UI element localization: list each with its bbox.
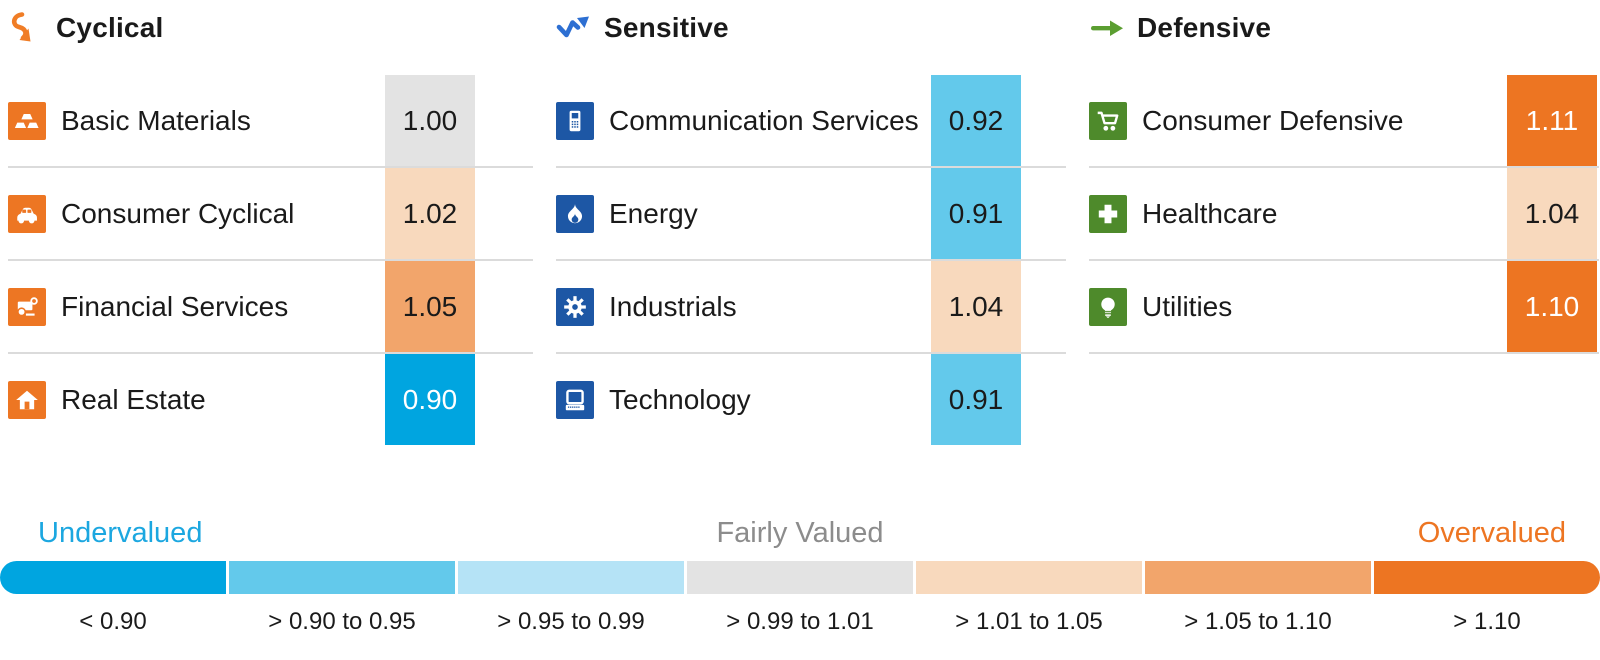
- sector-label: Industrials: [609, 290, 737, 322]
- table-row-technology: Technology 0.91: [556, 354, 1066, 445]
- sector-label: Technology: [609, 383, 751, 415]
- sector-label: Communication Services: [609, 104, 919, 136]
- value-cell: 1.05: [385, 261, 475, 352]
- fairly-valued-label: Fairly Valued: [716, 517, 884, 549]
- legend-segment: < 0.90: [0, 561, 226, 636]
- table-row-utilities: Utilities 1.10: [1089, 261, 1599, 354]
- valuation-legend: Undervalued Fairly Valued Overvalued < 0…: [0, 517, 1600, 636]
- legend-range-label: > 1.05 to 1.10: [1184, 608, 1332, 635]
- table-row-consumer-cyclical: Consumer Cyclical 1.02: [8, 168, 533, 261]
- legend-range-label: > 0.95 to 0.99: [497, 608, 645, 635]
- consumer-defensive-icon: [1089, 101, 1127, 140]
- value-cell: 1.04: [931, 261, 1021, 352]
- sensitive-header: Sensitive: [556, 0, 1066, 75]
- legend-swatch: [1374, 561, 1600, 594]
- financial-services-icon: [8, 287, 46, 326]
- legend-segment: > 1.01 to 1.05: [916, 561, 1142, 636]
- legend-segment: > 0.95 to 0.99: [458, 561, 684, 636]
- value-cell: 1.00: [385, 75, 475, 166]
- cyclical-column: Cyclical Basic Materials 1.00: [0, 0, 533, 445]
- industrials-icon: [556, 287, 594, 326]
- utilities-icon: [1089, 287, 1127, 326]
- legend-swatch: [458, 561, 684, 594]
- table-row-healthcare: Healthcare 1.04: [1089, 168, 1599, 261]
- sector-label: Basic Materials: [61, 104, 251, 136]
- table-row-consumer-defensive: Consumer Defensive 1.11: [1089, 75, 1599, 168]
- value-cell: 0.91: [931, 168, 1021, 259]
- sensitive-zigzag-arrow-icon: [556, 10, 592, 46]
- sensitive-column: Sensitive Communication Services: [533, 0, 1066, 445]
- cyclical-squiggle-arrow-icon: [8, 10, 44, 46]
- real-estate-icon: [8, 380, 46, 419]
- legend-color-bar: < 0.90 > 0.90 to 0.95 > 0.95 to 0.99 > 0…: [0, 561, 1600, 636]
- sector-label: Consumer Cyclical: [61, 197, 295, 229]
- undervalued-label: Undervalued: [38, 517, 203, 549]
- table-row-financial-services: Financial Services 1.05: [8, 261, 533, 354]
- legend-segment: > 1.05 to 1.10: [1145, 561, 1371, 636]
- healthcare-icon: [1089, 194, 1127, 233]
- legend-range-label: > 1.01 to 1.05: [955, 608, 1103, 635]
- legend-segment: > 0.99 to 1.01: [687, 561, 913, 636]
- value-cell: 1.02: [385, 168, 475, 259]
- legend-swatch: [916, 561, 1142, 594]
- table-row-basic-materials: Basic Materials 1.00: [8, 75, 533, 168]
- table-row-energy: Energy 0.91: [556, 168, 1066, 261]
- sector-label: Consumer Defensive: [1142, 104, 1404, 136]
- value-cell: 1.11: [1507, 75, 1597, 166]
- value-cell: 1.10: [1507, 261, 1597, 352]
- legend-captions: Undervalued Fairly Valued Overvalued: [0, 517, 1600, 561]
- defensive-arrow-icon: [1089, 10, 1125, 46]
- legend-swatch: [229, 561, 455, 594]
- communication-services-icon: [556, 101, 594, 140]
- energy-icon: [556, 194, 594, 233]
- sector-label: Utilities: [1142, 290, 1233, 322]
- legend-segment: > 1.10: [1374, 561, 1600, 636]
- legend-swatch: [0, 561, 226, 594]
- group-label: Sensitive: [604, 12, 729, 43]
- defensive-header: Defensive: [1089, 0, 1599, 75]
- legend-range-label: > 1.10: [1453, 608, 1521, 635]
- sector-label: Financial Services: [61, 290, 289, 322]
- value-cell: 0.90: [385, 354, 475, 445]
- table-row-real-estate: Real Estate 0.90: [8, 354, 533, 445]
- sector-valuation-table: Cyclical Basic Materials 1.00: [0, 0, 1599, 445]
- legend-segment: > 0.90 to 0.95: [229, 561, 455, 636]
- legend-swatch: [1145, 561, 1371, 594]
- table-row-communication-services: Communication Services 0.92: [556, 75, 1066, 168]
- legend-range-label: > 0.99 to 1.01: [726, 608, 874, 635]
- cyclical-header: Cyclical: [8, 0, 533, 75]
- defensive-column: Defensive Consumer Defensive 1.11: [1066, 0, 1599, 445]
- legend-range-label: > 0.90 to 0.95: [268, 608, 416, 635]
- overvalued-label: Overvalued: [1417, 517, 1566, 549]
- consumer-cyclical-icon: [8, 194, 46, 233]
- table-row-industrials: Industrials 1.04: [556, 261, 1066, 354]
- value-cell: 1.04: [1507, 168, 1597, 259]
- value-cell: 0.91: [931, 354, 1021, 445]
- sector-label: Healthcare: [1142, 197, 1278, 229]
- sector-label: Real Estate: [61, 383, 206, 415]
- sector-label: Energy: [609, 197, 698, 229]
- legend-swatch: [687, 561, 913, 594]
- value-cell: 0.92: [931, 75, 1021, 166]
- technology-icon: [556, 380, 594, 419]
- group-label: Cyclical: [56, 12, 164, 43]
- basic-materials-icon: [8, 101, 46, 140]
- legend-range-label: < 0.90: [79, 608, 147, 635]
- group-label: Defensive: [1137, 12, 1272, 43]
